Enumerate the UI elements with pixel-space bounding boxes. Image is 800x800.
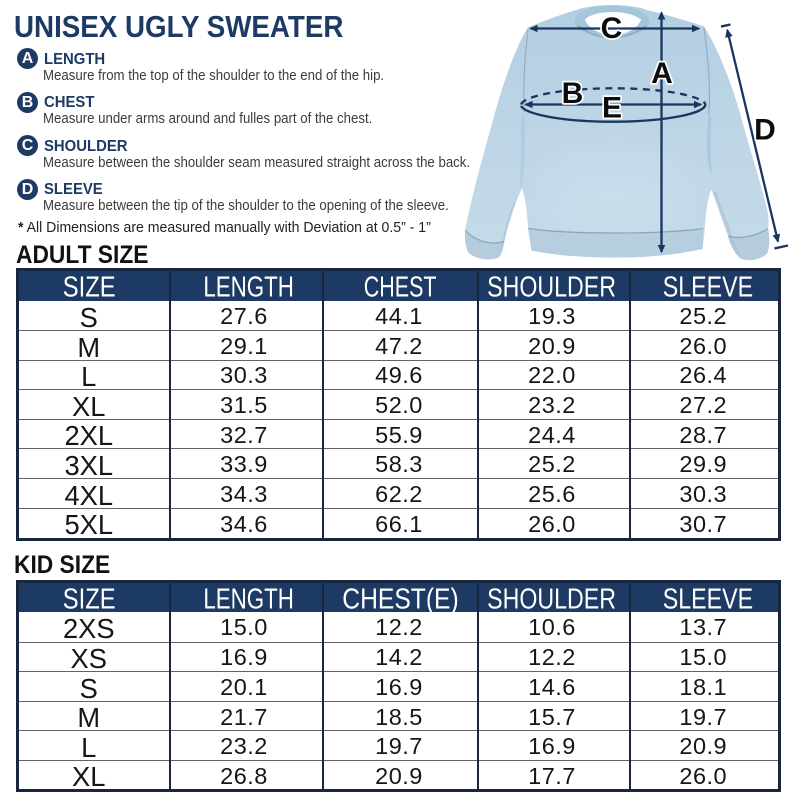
- svg-text:E: E: [602, 92, 622, 125]
- svg-text:B: B: [562, 77, 584, 110]
- svg-text:A: A: [651, 57, 673, 90]
- svg-text:C: C: [601, 12, 623, 45]
- svg-text:D: D: [754, 114, 776, 147]
